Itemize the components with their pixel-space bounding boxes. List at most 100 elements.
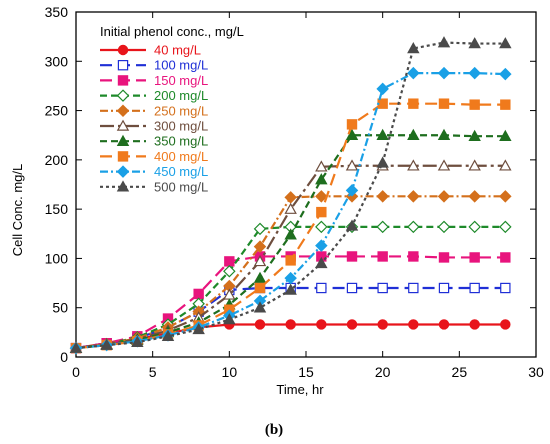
- data-point: [500, 319, 511, 330]
- data-point: [499, 37, 512, 49]
- legend-marker: [117, 75, 129, 86]
- legend-entry: 300 mg/L: [100, 119, 208, 134]
- legend-entry: 100 mg/L: [100, 58, 208, 73]
- data-point: [284, 202, 297, 214]
- y-tick-label: 300: [45, 53, 69, 69]
- data-point: [376, 220, 389, 234]
- data-point: [284, 228, 297, 240]
- data-point: [438, 252, 450, 263]
- x-tick-label: 0: [72, 364, 80, 380]
- data-point: [469, 252, 480, 263]
- data-point: [469, 319, 480, 330]
- data-point: [438, 319, 450, 330]
- series-line: [75, 286, 506, 350]
- data-point: [500, 252, 511, 263]
- data-point: [345, 219, 359, 231]
- data-point: [100, 338, 113, 350]
- data-point: [469, 99, 480, 110]
- data-point: [376, 156, 389, 168]
- y-tick-label: 350: [45, 4, 69, 20]
- data-point: [437, 190, 451, 203]
- data-point: [223, 264, 236, 278]
- data-point: [438, 98, 450, 109]
- legend-label: 200 mg/L: [154, 88, 208, 103]
- data-point: [468, 129, 481, 141]
- legend-label: 450 mg/L: [154, 164, 208, 179]
- series-line: [75, 164, 506, 350]
- data-point: [376, 82, 389, 96]
- legend-marker: [117, 151, 129, 162]
- data-point: [469, 282, 480, 294]
- legend-marker: [117, 44, 129, 56]
- data-point: [254, 282, 266, 294]
- data-point: [316, 319, 327, 330]
- legend-entry: 40 mg/L: [100, 43, 201, 58]
- data-point: [377, 282, 388, 294]
- data-point: [499, 129, 512, 141]
- y-tick-label: 100: [45, 250, 69, 266]
- data-point: [193, 288, 204, 300]
- data-point: [224, 256, 235, 267]
- y-tick-label: 0: [60, 349, 68, 365]
- data-point: [376, 128, 389, 140]
- legend-marker: [116, 119, 130, 131]
- data-point: [315, 173, 328, 185]
- y-tick-label: 250: [45, 103, 69, 119]
- data-point: [407, 42, 420, 54]
- data-point: [407, 190, 420, 203]
- data-point: [346, 251, 358, 262]
- data-point: [438, 282, 450, 294]
- data-point: [468, 66, 481, 80]
- x-tick-label: 5: [149, 364, 157, 380]
- data-point: [253, 254, 267, 267]
- data-point: [377, 251, 388, 262]
- data-point: [468, 190, 481, 203]
- legend-entry: 250 mg/L: [100, 103, 208, 118]
- data-point: [315, 256, 328, 269]
- figure-caption: (b): [265, 422, 283, 438]
- data-point: [468, 220, 481, 234]
- legend-label: 350 mg/L: [154, 134, 208, 149]
- data-point: [437, 220, 451, 234]
- data-point: [315, 190, 328, 203]
- legend-entry: 150 mg/L: [100, 73, 208, 88]
- data-point: [345, 159, 359, 171]
- y-axis-title: Cell Conc. mg/L: [10, 164, 25, 256]
- y-tick-label: 150: [45, 201, 69, 217]
- legend-label: 40 mg/L: [154, 43, 201, 58]
- data-point: [315, 239, 328, 252]
- legend-marker: [116, 165, 130, 178]
- legend-label: 400 mg/L: [154, 149, 208, 164]
- legend-label: 150 mg/L: [154, 73, 208, 88]
- data-point: [161, 329, 175, 342]
- legend-entry: 200 mg/L: [100, 88, 208, 103]
- data-point: [192, 322, 205, 335]
- data-point: [316, 206, 327, 218]
- legend-label: 250 mg/L: [154, 103, 208, 118]
- data-point: [468, 159, 481, 171]
- legend-marker: [116, 89, 130, 102]
- data-point: [253, 222, 267, 236]
- data-point: [437, 128, 451, 140]
- data-point: [408, 251, 419, 262]
- data-point: [407, 220, 420, 234]
- data-point: [408, 282, 419, 294]
- data-point: [499, 159, 512, 171]
- data-point: [254, 319, 266, 330]
- data-point: [437, 66, 451, 80]
- data-point: [223, 313, 236, 325]
- data-point: [346, 119, 358, 130]
- data-point: [499, 190, 512, 203]
- data-point: [285, 255, 296, 266]
- data-point: [345, 184, 359, 197]
- data-point: [285, 319, 296, 330]
- legend-marker: [116, 104, 130, 118]
- data-point: [253, 240, 267, 253]
- x-tick-label: 25: [452, 364, 468, 380]
- legend-label: 300 mg/L: [154, 119, 208, 134]
- data-point: [499, 220, 512, 234]
- data-point: [315, 160, 328, 172]
- legend-marker: [116, 180, 130, 192]
